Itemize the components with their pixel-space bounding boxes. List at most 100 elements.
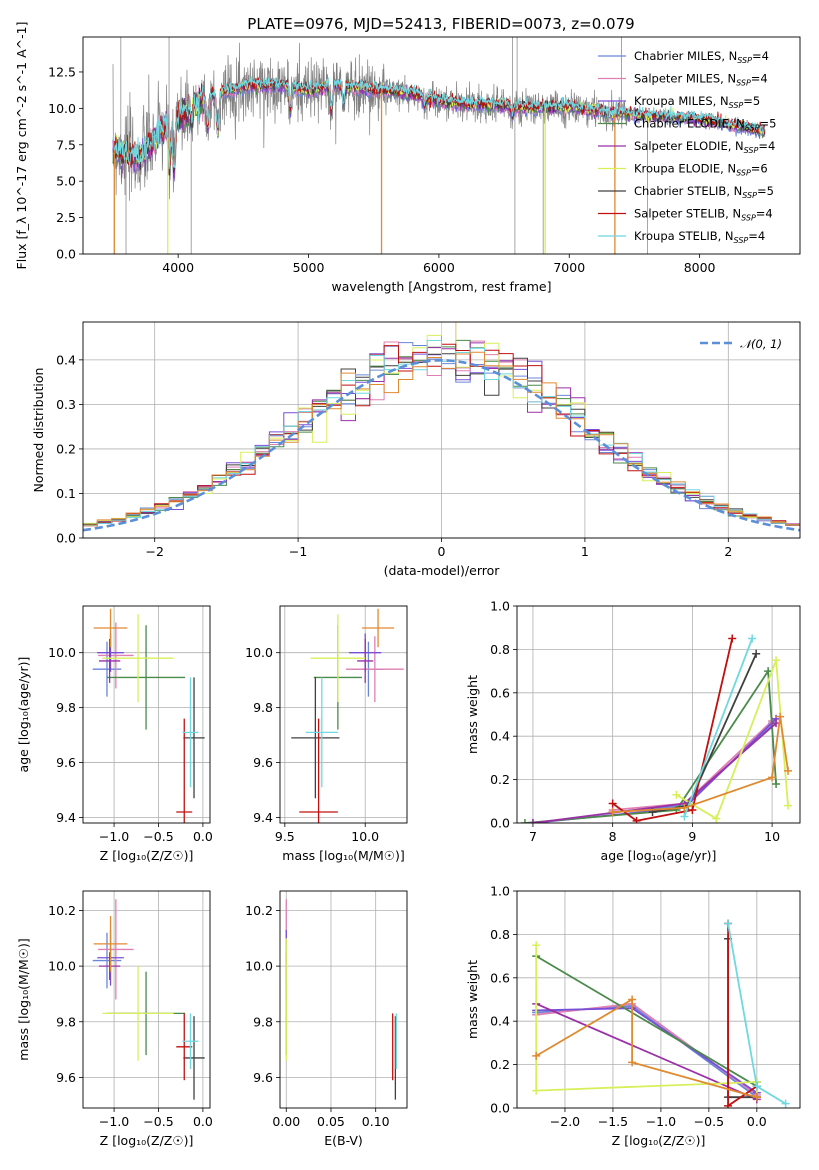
y-tick-label: 10.2 [48, 903, 76, 918]
y-tick-label: 9.8 [56, 700, 76, 715]
legend: Chabrier MILES, NSSP=4 Salpeter MILES, NS… [598, 49, 776, 245]
x-tick-label: −0.5 [694, 1114, 724, 1129]
x-tick-label: 0 [438, 544, 446, 559]
legend-nssp: =4 [756, 207, 773, 221]
legend-nssp: =4 [752, 49, 769, 63]
y-tick-label: 9.4 [56, 810, 76, 825]
y-axis-label: mass weight [465, 675, 480, 754]
x-tick-label: 4000 [162, 260, 194, 275]
y-tick-label: 9.6 [253, 1070, 273, 1085]
x-tick-label: 0.0 [193, 1114, 213, 1129]
y-tick-label: 10.0 [48, 645, 76, 660]
grid [83, 891, 210, 1108]
y-tick-label: 12.5 [48, 64, 76, 79]
legend-label: Chabrier STELIB, NSSP=5 [634, 184, 774, 200]
x-tick-label: −2.0 [550, 1114, 580, 1129]
x-tick-label: 0.00 [272, 1114, 300, 1129]
grid [517, 890, 800, 1109]
y-tick-label: 0.0 [490, 816, 510, 831]
mass-weight-marker [628, 1058, 637, 1067]
x-axis-label: E(B-V) [324, 1133, 363, 1148]
legend-nssp: =6 [751, 162, 768, 176]
x-axis-label: Z [log₁₀(Z/Z☉)] [100, 1133, 194, 1148]
axes: 0.00 0.05 0.10 9.6 9.8 10.0 10.2 E(B-V) [245, 890, 408, 1148]
x-tick-label: 8 [609, 829, 617, 844]
y-axis-label: Flux [f_λ 10^-17 erg cm^-2 s^-1 A^-1] [14, 22, 29, 270]
legend-label: Salpeter STELIB, NSSP=4 [634, 207, 773, 223]
plot-area [285, 899, 397, 1100]
mass-weight-marker [680, 812, 689, 821]
x-tick-label: −1.0 [99, 829, 129, 844]
x-tick-label: −2 [145, 544, 163, 559]
mass-weight-line [612, 638, 734, 822]
y-tick-label: 0.4 [490, 1014, 510, 1029]
mass-weight-marker [784, 801, 793, 810]
legend-label: Salpeter MILES, NSSP=4 [634, 72, 768, 88]
legend-subscript: SSP [736, 169, 751, 178]
y-tick-label: 0.8 [490, 642, 510, 657]
mass-weight-line [727, 938, 757, 1099]
panel-mass_vs_ebv: 0.00 0.05 0.10 9.6 9.8 10.0 10.2 E(B-V) [245, 890, 408, 1148]
x-tick-label: −0.5 [143, 1114, 173, 1129]
legend-subscript: SSP [742, 191, 757, 200]
mass-weight-marker [608, 799, 617, 808]
axes: −2.0 −1.5 −1.0 −0.5 0.0 0.0 0.2 0.4 0.6 0.8 1.0 Z [… [465, 884, 801, 1148]
mass-weight-marker [781, 1099, 790, 1108]
y-tick-label: 7.5 [56, 137, 76, 152]
plot-area [112, 37, 766, 254]
x-tick-label: 0.05 [317, 1114, 345, 1129]
model-fit-line [112, 76, 766, 169]
legend-subscript: SSP [737, 56, 752, 65]
y-tick-label: 0.0 [56, 531, 76, 546]
axes-frame [516, 890, 801, 1109]
y-tick-label: 0.0 [56, 247, 76, 262]
x-tick-label: −1.0 [646, 1114, 676, 1129]
x-tick-label: −0.5 [143, 829, 173, 844]
y-tick-label: 0.4 [490, 729, 510, 744]
y-tick-label: 0.6 [490, 685, 510, 700]
plot-area [291, 608, 404, 823]
x-axis-label: age [log₁₀(age/yr)] [601, 848, 717, 863]
x-tick-label: 7 [529, 829, 537, 844]
y-tick-label: 0.1 [56, 486, 76, 501]
y-tick-label: 9.6 [56, 755, 76, 770]
y-tick-label: 5.0 [56, 174, 76, 189]
x-axis-label: wavelength [Angstrom, rest frame] [331, 279, 551, 294]
legend-subscript: SSP [744, 146, 759, 155]
mass-weight-marker [772, 779, 781, 788]
mass-weight-marker [632, 816, 641, 823]
mass-weight-marker [724, 1101, 733, 1108]
legend-subscript: SSP [745, 124, 760, 133]
y-tick-label: 0.2 [56, 441, 76, 456]
y-tick-label: 9.8 [253, 1014, 273, 1029]
mass-weight-marker [776, 712, 785, 721]
plot-area [532, 919, 790, 1108]
x-tick-label: 0.10 [362, 1114, 390, 1129]
gaussian-curve [83, 358, 800, 532]
axes: −1.0 −0.5 0.0 9.6 9.8 10.0 10.2 Z [log₁₀(Z/Z☉)]… [16, 890, 213, 1148]
axes: 9.5 10.0 9.4 9.6 9.8 10.0 mass [log₁₀(M/M☉)] [245, 605, 408, 863]
mass-weight-marker [752, 649, 761, 658]
axes: 7 8 9 10 0.0 0.2 0.4 0.6 0.8 1.0 age [log₁₀(age/yr… [465, 599, 801, 863]
axes-frame [82, 605, 211, 824]
residual-histogram [83, 351, 800, 527]
y-tick-label: 0.8 [490, 927, 510, 942]
x-tick-label: 7000 [553, 260, 585, 275]
mass-weight-marker [528, 819, 537, 823]
mass-weight-marker [752, 1093, 761, 1102]
axes-frame [82, 890, 211, 1109]
y-tick-label: 0.2 [490, 772, 510, 787]
y-tick-label: 10.2 [245, 903, 273, 918]
x-tick-label: 0.0 [747, 1114, 767, 1129]
y-tick-label: 0.3 [56, 397, 76, 412]
x-tick-label: 1 [581, 544, 589, 559]
mass-weight-line [532, 722, 777, 823]
panel-age_vs_mass: 9.5 10.0 9.4 9.6 9.8 10.0 mass [log₁₀(M/M☉)] [245, 605, 408, 863]
legend-label: Kroupa STELIB, NSSP=4 [634, 229, 765, 245]
y-tick-label: 9.8 [253, 700, 273, 715]
x-tick-label: 0.0 [193, 829, 213, 844]
mass-weight-marker [532, 941, 541, 950]
legend-label: Kroupa ELODIE, NSSP=6 [634, 162, 768, 178]
legend-label: Salpeter ELODIE, NSSP=4 [634, 139, 775, 155]
mass-weight-marker [688, 805, 697, 814]
